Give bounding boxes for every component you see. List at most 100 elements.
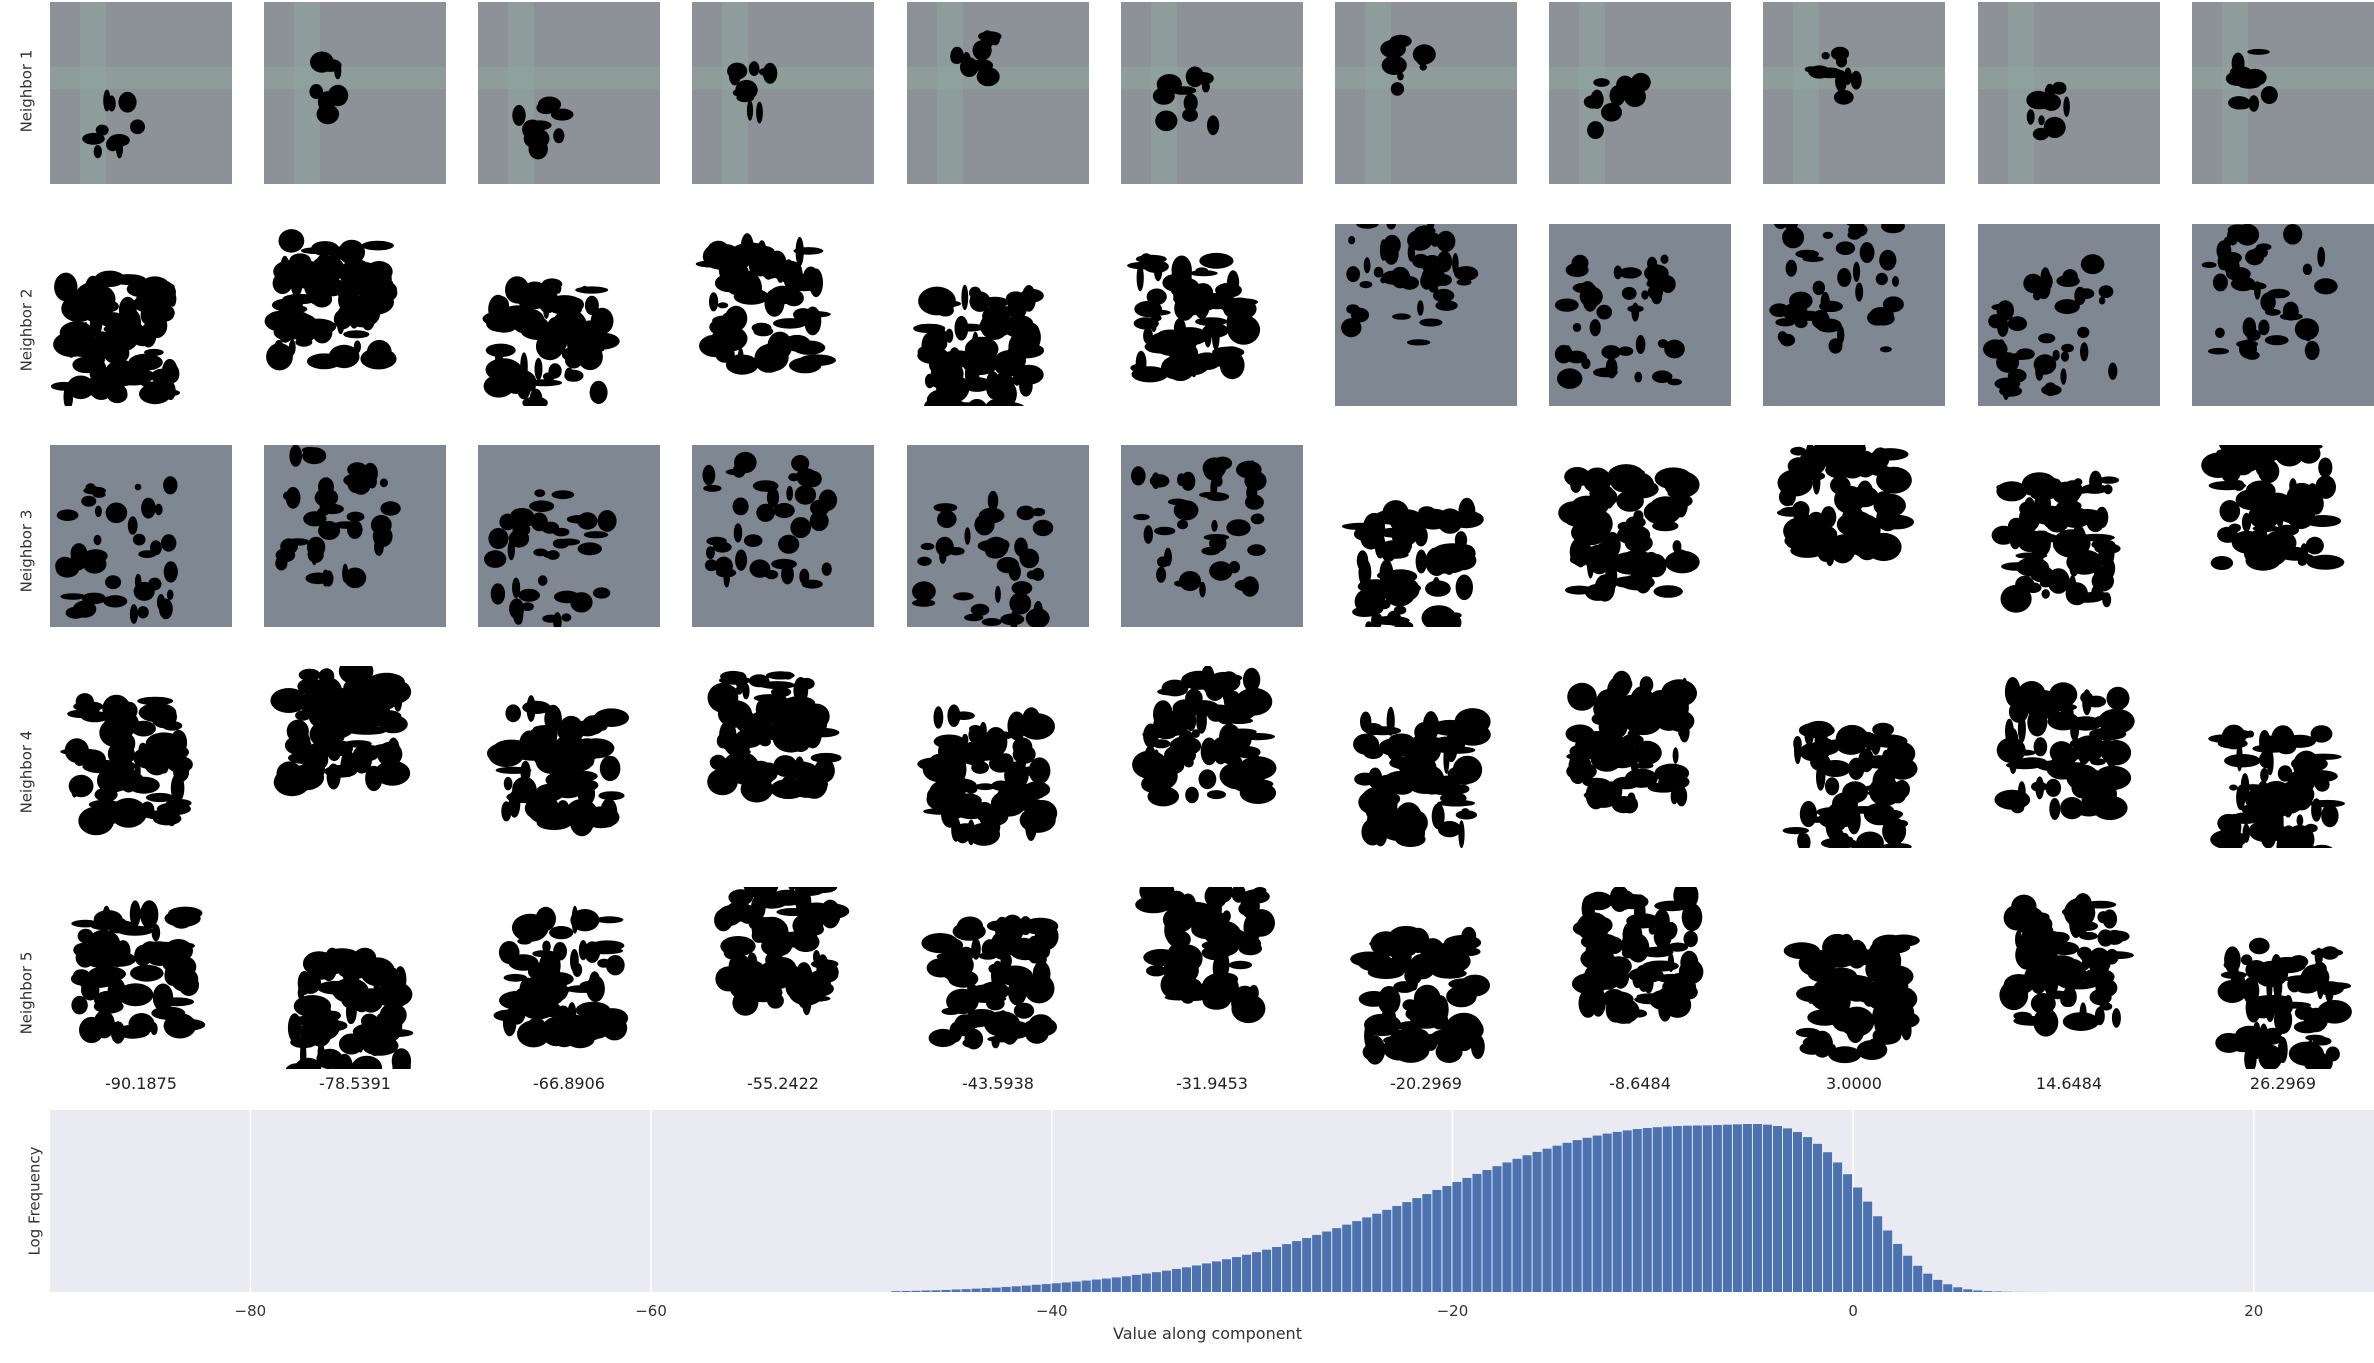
histogram-bar — [1422, 1194, 1432, 1292]
neighbor-tile — [692, 666, 874, 848]
histogram-bar — [1382, 1209, 1392, 1292]
histogram-bar — [1953, 1287, 1963, 1292]
neighbor-tile — [1978, 224, 2160, 406]
neighbor-tile — [264, 224, 446, 406]
neighbor-tile — [692, 224, 874, 406]
histogram-bar — [1873, 1216, 1883, 1292]
neighbor-tile — [907, 666, 1089, 848]
neighbor-tile — [1121, 224, 1303, 406]
histogram-bar — [1051, 1283, 1061, 1292]
column-value-label: -90.1875 — [105, 1074, 177, 1093]
histogram-x-axis-label: Value along component — [1113, 1324, 1302, 1343]
histogram-bar — [1562, 1142, 1572, 1292]
neighbor-tile — [50, 666, 232, 848]
histogram-bar — [1522, 1155, 1532, 1292]
neighbor-tile — [1121, 445, 1303, 627]
histogram-bar — [1843, 1174, 1853, 1292]
column-value-label: -43.5938 — [962, 1074, 1034, 1093]
histogram-bar — [941, 1289, 951, 1292]
column-value-label: -20.2969 — [1390, 1074, 1462, 1093]
neighbor-tile — [478, 445, 660, 627]
histogram-bar — [1662, 1126, 1672, 1292]
histogram-bar — [1412, 1198, 1422, 1292]
histogram-bar — [1682, 1125, 1692, 1292]
histogram-bar — [1592, 1135, 1602, 1292]
neighbor-tile — [1335, 445, 1517, 627]
x-tick-label: 20 — [2244, 1302, 2264, 1320]
row-label-neighbor-4: Neighbor 4 — [17, 730, 36, 814]
neighbor-tile — [2192, 666, 2374, 848]
histogram-bar — [1191, 1265, 1201, 1292]
histogram-bar — [1302, 1238, 1312, 1292]
neighbor-tile — [1549, 2, 1731, 184]
histogram-bar — [951, 1289, 961, 1292]
histogram-bar — [1903, 1255, 1913, 1292]
histogram-bar — [1242, 1254, 1252, 1292]
histogram-bar — [1552, 1145, 1562, 1292]
histogram-bar — [1101, 1278, 1111, 1292]
histogram-bar — [1602, 1133, 1612, 1292]
neighbor-tile — [1121, 2, 1303, 184]
neighbor-tile — [907, 2, 1089, 184]
histogram-bar — [1692, 1125, 1702, 1292]
histogram-bar — [1782, 1128, 1792, 1292]
histogram-bar — [1973, 1290, 1983, 1292]
histogram-bar — [1883, 1230, 1893, 1292]
histogram-bar — [1011, 1286, 1021, 1292]
histogram-bar — [1762, 1124, 1772, 1292]
x-tick-label: −20 — [1436, 1302, 1469, 1320]
histogram-bar — [1322, 1231, 1332, 1292]
neighbor-tile — [1978, 887, 2160, 1069]
neighbor-tile — [264, 445, 446, 627]
histogram-bar — [1061, 1282, 1071, 1292]
neighbor-tile — [1335, 2, 1517, 184]
histogram-bar — [961, 1289, 971, 1292]
histogram-bar — [1212, 1261, 1222, 1292]
histogram-bar — [1933, 1279, 1943, 1292]
neighbor-tile — [907, 224, 1089, 406]
histogram-bar — [1121, 1276, 1131, 1292]
histogram-bar — [1372, 1213, 1382, 1292]
neighbor-tile — [264, 2, 446, 184]
histogram-bar — [1813, 1143, 1823, 1292]
histogram-bar — [1993, 1291, 2003, 1292]
neighbor-tile — [1763, 224, 1945, 406]
histogram-bar — [1582, 1137, 1592, 1292]
neighbor-tile — [1763, 887, 1945, 1069]
histogram-bar — [1532, 1151, 1542, 1292]
histogram-y-axis-label: Log Frequency — [25, 1146, 44, 1256]
histogram-bar — [1983, 1291, 1993, 1292]
histogram-bar — [1462, 1177, 1472, 1292]
row-label-neighbor-5: Neighbor 5 — [17, 951, 36, 1035]
histogram-bar — [1963, 1289, 1973, 1292]
histogram-bar — [1492, 1166, 1502, 1292]
histogram-bar — [1722, 1124, 1732, 1292]
histogram-bar — [1181, 1267, 1191, 1292]
histogram-bar — [1442, 1185, 1452, 1292]
neighbor-tile — [264, 887, 446, 1069]
neighbor-tile — [1549, 887, 1731, 1069]
histogram-bar — [1612, 1131, 1622, 1292]
histogram-bar — [1652, 1127, 1662, 1292]
histogram-bar — [1482, 1170, 1492, 1292]
histogram-bar — [1071, 1281, 1081, 1292]
histogram-bar — [1913, 1265, 1923, 1292]
neighbor-tile — [907, 887, 1089, 1069]
histogram-bar — [981, 1288, 991, 1292]
histogram-bar — [1222, 1259, 1232, 1292]
histogram-bar — [1171, 1268, 1181, 1292]
neighbor-tile — [1549, 666, 1731, 848]
histogram-bar — [931, 1290, 941, 1292]
column-value-label: 26.2969 — [2249, 1074, 2317, 1093]
histogram-bar — [1161, 1270, 1171, 1292]
neighbor-tile — [50, 887, 232, 1069]
histogram-bar — [1432, 1190, 1442, 1292]
histogram-bar — [1672, 1126, 1682, 1292]
histogram-bar — [1021, 1285, 1031, 1292]
neighbor-tile — [1549, 224, 1731, 406]
neighbor-tile — [50, 224, 232, 406]
neighbor-tile — [1763, 666, 1945, 848]
histogram-bar — [911, 1290, 921, 1292]
neighbor-tile — [692, 887, 874, 1069]
